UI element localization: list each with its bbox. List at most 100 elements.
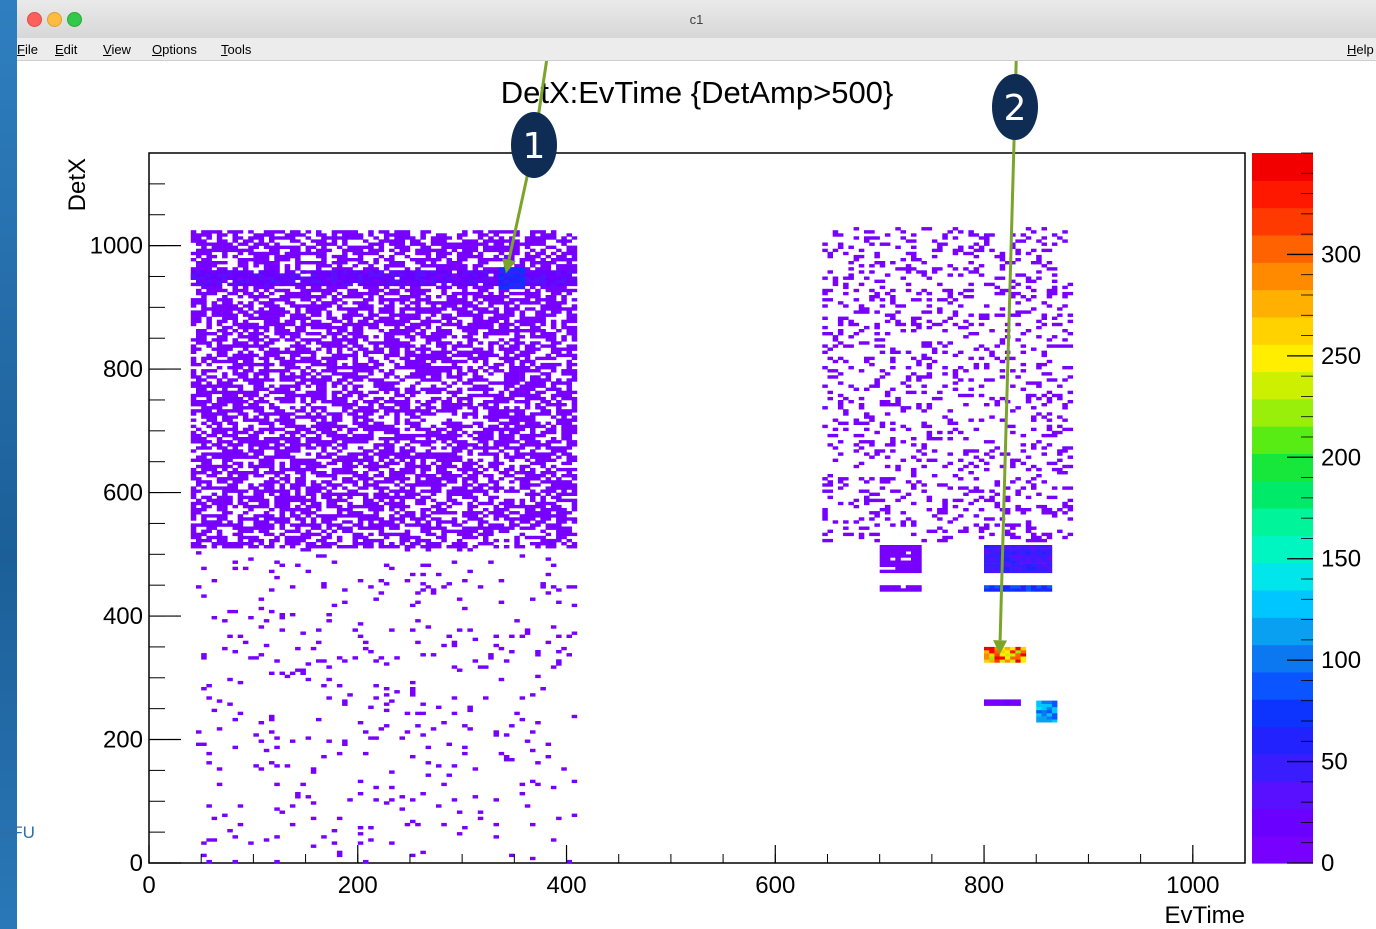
heatmap-cell	[451, 304, 458, 308]
heatmap-cell	[316, 248, 322, 253]
heatmap-cell	[222, 251, 228, 256]
heatmap-cell	[535, 366, 541, 370]
heatmap-cell	[566, 538, 572, 543]
heatmap-cell	[493, 319, 499, 324]
heatmap-cell	[535, 335, 541, 339]
heatmap-cell	[368, 230, 374, 234]
heatmap-cell	[535, 236, 541, 240]
heatmap-cell	[488, 464, 494, 469]
heatmap-cell	[289, 384, 296, 388]
heatmap-cell	[436, 344, 442, 348]
heatmap-cell	[446, 403, 452, 407]
heatmap-cell	[342, 529, 348, 533]
heatmap-cell	[498, 529, 505, 533]
heatmap-cell	[456, 307, 463, 311]
heatmap-cell	[571, 520, 578, 524]
heatmap-cell	[540, 511, 546, 515]
heatmap-cell	[237, 517, 244, 521]
heatmap-cell	[477, 307, 484, 311]
menu-tools[interactable]: Tools	[221, 42, 251, 57]
heatmap-cell	[545, 526, 552, 530]
heatmap-cell	[389, 467, 395, 472]
heatmap-cell	[289, 251, 296, 256]
heatmap-cell	[269, 276, 275, 280]
heatmap-cell	[237, 366, 244, 370]
heatmap-cell	[274, 316, 280, 320]
heatmap-cell	[467, 381, 473, 385]
heatmap-cell	[274, 535, 280, 540]
heatmap-cell	[530, 285, 536, 290]
minimize-window-button[interactable]	[47, 12, 62, 27]
heatmap-cell	[378, 495, 385, 500]
heatmap-cell	[342, 443, 348, 447]
heatmap-cell	[425, 369, 432, 373]
heatmap-cell	[269, 338, 275, 342]
heatmap-cell	[509, 366, 515, 370]
heatmap-cell	[561, 267, 567, 271]
plot-canvas[interactable]: DetX:EvTime {DetAmp>500} 0 200 400 600 800 10…	[17, 61, 1376, 929]
heatmap-cell	[222, 329, 228, 333]
heatmap-cell	[550, 514, 557, 518]
heatmap-cell	[420, 529, 426, 533]
heatmap-cell	[289, 424, 296, 429]
heatmap-cell	[483, 307, 489, 311]
heatmap-cell	[232, 236, 238, 240]
heatmap-cell	[373, 261, 379, 265]
heatmap-cell	[483, 440, 489, 444]
heatmap-cell	[190, 477, 197, 481]
heatmap-cell	[488, 236, 494, 240]
heatmap-cell	[467, 378, 473, 382]
heatmap-cell	[216, 529, 223, 533]
menu-file[interactable]: File	[17, 42, 38, 57]
heatmap-cell	[415, 483, 421, 487]
heatmap-cell	[284, 517, 291, 521]
heatmap-cell	[456, 350, 463, 354]
menu-view[interactable]: View	[103, 42, 131, 57]
heatmap-cell	[556, 486, 562, 490]
heatmap-cell	[493, 295, 499, 299]
heatmap-cell	[258, 282, 265, 287]
heatmap-cell	[383, 390, 390, 395]
heatmap-cell	[279, 433, 285, 438]
heatmap-cell	[404, 288, 411, 293]
heatmap-cell	[357, 322, 364, 327]
heatmap-cell	[571, 362, 578, 367]
heatmap-cell	[472, 245, 479, 249]
menu-options[interactable]: Options	[152, 42, 197, 57]
menu-edit[interactable]: Edit	[55, 42, 77, 57]
heatmap-cell	[279, 421, 285, 425]
heatmap-cell	[441, 400, 447, 404]
heatmap-cell	[425, 251, 432, 256]
heatmap-cell	[321, 282, 327, 287]
heatmap-cell	[519, 366, 526, 370]
heatmap-cell	[498, 390, 505, 395]
heatmap-cell	[383, 298, 390, 302]
heatmap-cell	[488, 329, 494, 333]
heatmap-cell	[321, 495, 327, 500]
heatmap-cell	[383, 427, 390, 432]
heatmap-cell	[425, 264, 432, 268]
heatmap-cell	[305, 338, 312, 342]
heatmap-cell	[300, 520, 306, 524]
heatmap-cell	[211, 307, 218, 311]
heatmap-cell	[222, 418, 228, 422]
heatmap-cell	[216, 276, 223, 280]
heatmap-cell	[420, 242, 426, 246]
heatmap-cell	[467, 492, 473, 496]
heatmap-cell	[415, 375, 421, 379]
heatmap-cell	[258, 449, 265, 453]
heatmap-cell	[336, 372, 343, 376]
heatmap-cell	[394, 251, 400, 256]
menu-help[interactable]: Help	[1347, 42, 1374, 57]
heatmap-cell	[295, 230, 301, 234]
heatmap-cell	[472, 498, 479, 503]
close-window-button[interactable]	[27, 12, 42, 27]
heatmap-cell	[394, 409, 400, 413]
zoom-window-button[interactable]	[67, 12, 82, 27]
heatmap-cell	[211, 474, 218, 478]
heatmap-cell	[420, 236, 426, 240]
heatmap-cell	[446, 316, 452, 320]
heatmap-cell	[248, 535, 254, 540]
heatmap-cell	[456, 313, 463, 317]
heatmap-cell	[253, 504, 259, 509]
